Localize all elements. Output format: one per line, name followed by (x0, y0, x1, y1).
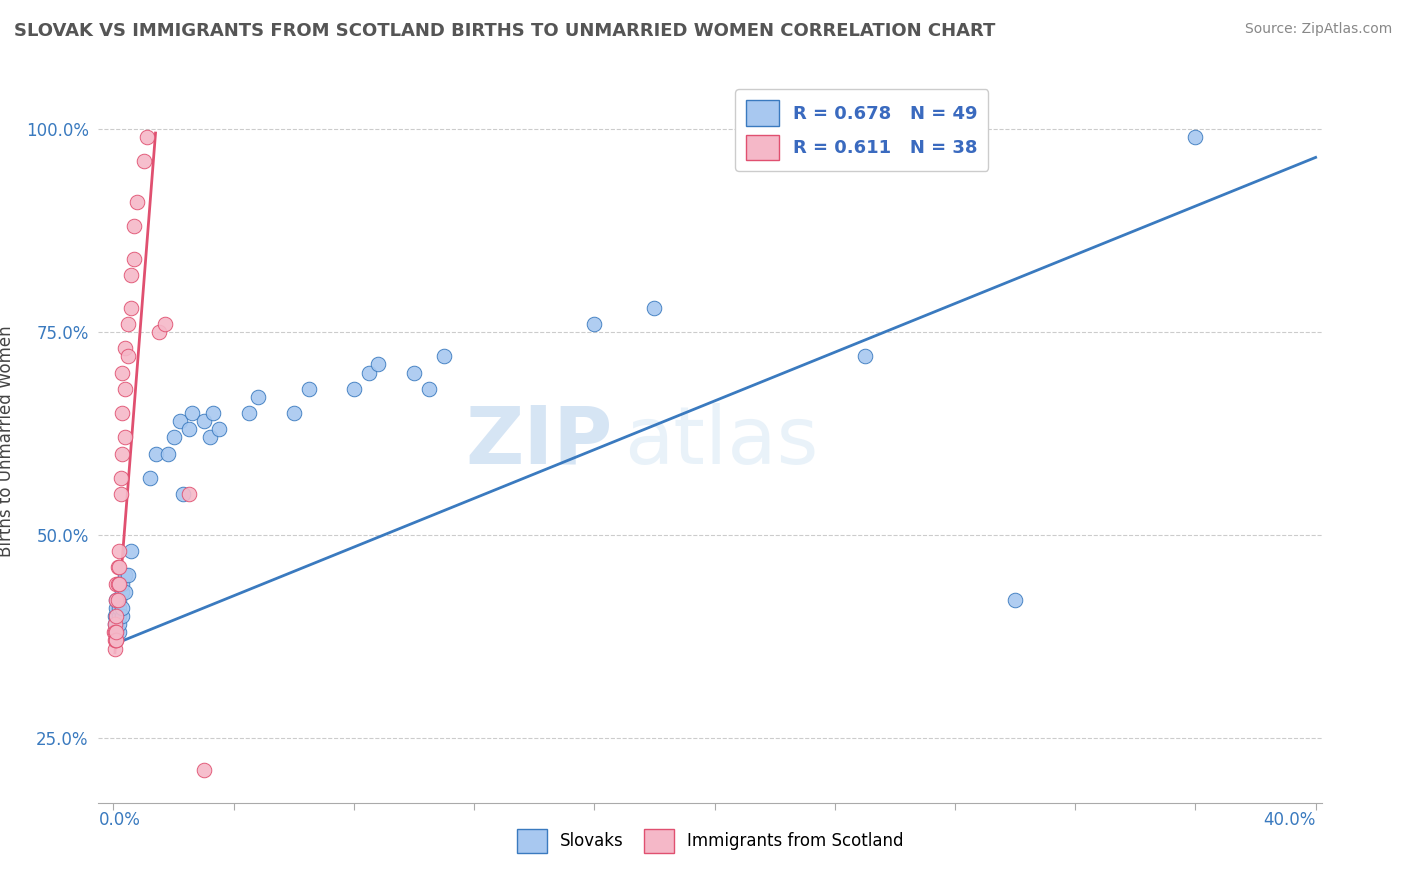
Point (105, 609, 128, 624)
Point (156, 447, 179, 461)
Point (402, 366, 425, 380)
Point (121, 301, 143, 315)
Point (105, 625, 128, 640)
Text: atlas: atlas (624, 402, 818, 481)
Point (121, 268, 143, 282)
Text: ZIP: ZIP (465, 402, 612, 481)
Text: SLOVAK VS IMMIGRANTS FROM SCOTLAND BIRTHS TO UNMARRIED WOMEN CORRELATION CHART: SLOVAK VS IMMIGRANTS FROM SCOTLAND BIRTH… (14, 22, 995, 40)
Point (111, 584, 134, 599)
Point (193, 414, 215, 428)
Point (121, 544, 143, 558)
Point (105, 592, 128, 607)
Point (108, 576, 131, 591)
Point (108, 601, 131, 615)
Point (103, 625, 125, 640)
Point (105, 625, 128, 640)
Point (114, 341, 136, 355)
Point (153, 317, 176, 331)
Point (104, 617, 127, 632)
Point (643, 301, 665, 315)
Point (104, 641, 127, 656)
Point (104, 609, 127, 624)
Point (111, 576, 134, 591)
Point (124, 219, 146, 234)
Point (105, 576, 128, 591)
Y-axis label: Births to Unmarried Women: Births to Unmarried Women (0, 326, 14, 558)
Point (132, 154, 155, 169)
Point (177, 487, 200, 501)
Legend: Slovaks, Immigrants from Scotland: Slovaks, Immigrants from Scotland (510, 822, 910, 860)
Point (117, 349, 139, 363)
Point (107, 560, 129, 574)
Point (162, 430, 184, 444)
Point (114, 568, 136, 582)
Point (298, 382, 321, 396)
Point (110, 471, 132, 485)
Point (367, 358, 389, 372)
Point (193, 764, 215, 778)
Text: Source: ZipAtlas.com: Source: ZipAtlas.com (1244, 22, 1392, 37)
Point (1184, 130, 1206, 145)
Point (238, 406, 260, 420)
Point (145, 447, 167, 461)
Point (108, 625, 131, 640)
Point (198, 430, 221, 444)
Point (111, 447, 134, 461)
Point (583, 317, 606, 331)
Point (108, 576, 131, 591)
Point (105, 592, 128, 607)
Point (111, 609, 134, 624)
Point (108, 609, 131, 624)
Point (105, 609, 128, 624)
Point (105, 601, 128, 615)
Point (111, 406, 134, 420)
Point (111, 366, 134, 380)
Point (177, 422, 200, 436)
Point (104, 633, 127, 648)
Point (110, 487, 132, 501)
Point (108, 617, 131, 632)
Point (117, 317, 139, 331)
Point (105, 633, 128, 648)
Point (208, 422, 231, 436)
Point (148, 325, 170, 339)
Point (104, 633, 127, 648)
Point (105, 617, 128, 632)
Point (114, 382, 136, 396)
Point (180, 406, 202, 420)
Point (138, 471, 160, 485)
Point (108, 544, 131, 558)
Point (357, 366, 380, 380)
Point (201, 406, 224, 420)
Text: 0.0%: 0.0% (98, 811, 141, 829)
Point (107, 576, 129, 591)
Point (117, 568, 139, 582)
Point (283, 406, 305, 420)
Point (246, 390, 269, 404)
Point (127, 195, 149, 210)
Point (104, 625, 127, 640)
Point (433, 349, 456, 363)
Point (114, 584, 136, 599)
Point (111, 601, 134, 615)
Point (108, 592, 131, 607)
Point (108, 560, 131, 574)
Point (853, 349, 876, 363)
Point (124, 252, 146, 266)
Point (105, 625, 128, 640)
Point (114, 430, 136, 444)
Text: 40.0%: 40.0% (1263, 811, 1316, 829)
Point (104, 617, 127, 632)
Point (169, 414, 191, 428)
Point (418, 382, 440, 396)
Point (172, 487, 194, 501)
Point (135, 130, 157, 145)
Point (1004, 592, 1026, 607)
Point (107, 592, 129, 607)
Point (343, 382, 366, 396)
